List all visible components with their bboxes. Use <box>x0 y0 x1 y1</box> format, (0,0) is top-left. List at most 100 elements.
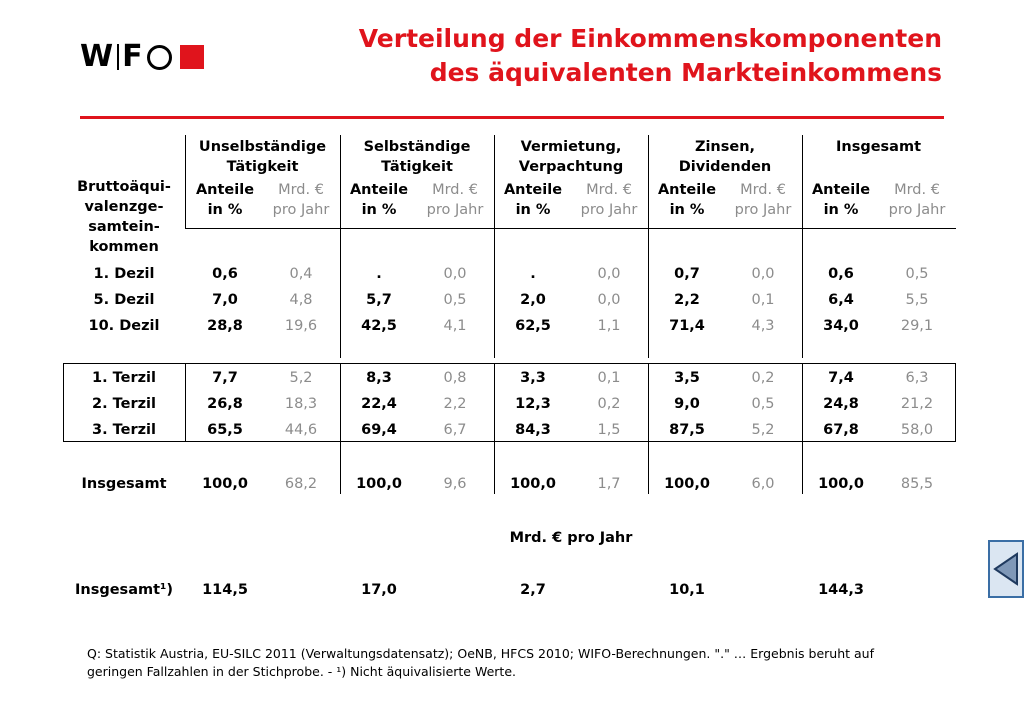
amount-mrd-cell: 0,2 <box>751 370 775 386</box>
grid-vline <box>494 441 495 494</box>
grid-vline <box>340 135 341 228</box>
sub-header-line: Mrd. € <box>740 182 786 198</box>
amount-mrd-cell: 5,2 <box>751 422 775 438</box>
share-percent-cell: 24,8 <box>823 396 859 412</box>
share-percent-cell: 100,0 <box>202 476 248 492</box>
title-underline <box>80 116 944 119</box>
sub-header-anteile: Anteile in % <box>344 180 414 220</box>
amount-mrd-cell: 0,0 <box>597 292 621 308</box>
grid-vline <box>802 441 803 494</box>
grid-vline <box>494 363 495 441</box>
share-percent-cell: 28,8 <box>207 318 243 334</box>
header-bottom-rule <box>185 228 956 229</box>
share-percent-cell: 8,3 <box>366 370 392 386</box>
sub-header-line: in % <box>207 202 243 218</box>
amount-mrd-cell: 0,5 <box>751 396 775 412</box>
grid-vline <box>802 228 803 358</box>
row-label: 3. Terzil <box>92 422 156 438</box>
sub-header-line: in % <box>669 202 705 218</box>
sub-header-anteile: Anteile in % <box>806 180 876 220</box>
amount-mrd-cell: 0,8 <box>443 370 467 386</box>
amount-mrd-cell: 9,6 <box>443 476 467 492</box>
sub-header-anteile: Anteile in % <box>190 180 260 220</box>
grid-vline <box>648 363 649 441</box>
amount-mrd-cell: 1,7 <box>597 476 621 492</box>
footnote-line: Q: Statistik Austria, EU-SILC 2011 (Verw… <box>87 646 874 661</box>
row-label: 2. Terzil <box>92 396 156 412</box>
group-header-line: Selbständige <box>363 139 471 155</box>
sub-header-mrd: Mrd. € pro Jahr <box>416 180 494 220</box>
group-header-line: Tätigkeit <box>381 159 453 175</box>
logo-letter-f: F <box>122 39 144 74</box>
amount-mrd-cell: 4,1 <box>443 318 467 334</box>
grid-vline <box>340 363 341 441</box>
logo-ring-icon <box>146 44 172 70</box>
sub-header-line: pro Jahr <box>888 202 946 218</box>
row-label: 1. Dezil <box>93 266 155 282</box>
share-percent-cell: 0,6 <box>212 266 238 282</box>
share-percent-cell: 100,0 <box>510 476 556 492</box>
share-percent-cell: 100,0 <box>664 476 710 492</box>
logo-square-icon <box>179 45 204 69</box>
total-value: 10,1 <box>669 582 705 598</box>
grid-vline <box>185 363 186 441</box>
amount-mrd-cell: 58,0 <box>900 422 934 438</box>
total-value: 114,5 <box>202 582 248 598</box>
sub-header-line: Mrd. € <box>586 182 632 198</box>
slide-title: Verteilung der Einkommenskomponenten des… <box>359 22 942 90</box>
grid-vline <box>648 135 649 228</box>
amount-mrd-cell: 85,5 <box>900 476 934 492</box>
group-header-unselbstaendig: Unselbständige Tätigkeit <box>185 137 340 177</box>
grid-vline <box>494 228 495 358</box>
amount-mrd-cell: 1,1 <box>597 318 621 334</box>
total-value: 17,0 <box>361 582 397 598</box>
terzil-right-rule <box>955 363 956 441</box>
share-percent-cell: 100,0 <box>356 476 402 492</box>
share-percent-cell: 7,0 <box>212 292 238 308</box>
amount-mrd-cell: 0,0 <box>443 266 467 282</box>
share-percent-cell: . <box>376 266 382 282</box>
amount-mrd-cell: 21,2 <box>900 396 934 412</box>
logo-separator <box>117 44 120 70</box>
amount-mrd-cell: 0,0 <box>597 266 621 282</box>
amount-mrd-cell: 0,5 <box>905 266 929 282</box>
group-header-line: Zinsen, <box>694 139 756 155</box>
sub-header-mrd: Mrd. € pro Jahr <box>724 180 802 220</box>
terzil-top-rule <box>63 363 956 364</box>
terzil-left-rule <box>63 363 64 441</box>
share-percent-cell: 26,8 <box>207 396 243 412</box>
sub-header-line: Mrd. € <box>894 182 940 198</box>
share-percent-cell: 62,5 <box>515 318 551 334</box>
wifo-logo: W F <box>80 42 204 72</box>
sub-header-anteile: Anteile in % <box>652 180 722 220</box>
amount-mrd-cell: 0,4 <box>289 266 313 282</box>
amount-mrd-cell: 6,0 <box>751 476 775 492</box>
amount-mrd-cell: 2,2 <box>443 396 467 412</box>
amount-mrd-cell: 18,3 <box>284 396 318 412</box>
share-percent-cell: 7,7 <box>212 370 238 386</box>
amount-mrd-cell: 0,1 <box>597 370 621 386</box>
group-header-line: Dividenden <box>678 159 772 175</box>
grid-vline <box>494 135 495 228</box>
sub-header-line: in % <box>515 202 551 218</box>
total-row-label: Insgesamt¹) <box>75 582 173 598</box>
sub-header-line: pro Jahr <box>272 202 330 218</box>
grid-vline <box>340 441 341 494</box>
sub-header-line: pro Jahr <box>734 202 792 218</box>
grid-vline <box>648 441 649 494</box>
share-percent-cell: 2,0 <box>520 292 546 308</box>
title-line-1: Verteilung der Einkommenskomponenten <box>358 24 942 53</box>
share-percent-cell: 0,7 <box>674 266 700 282</box>
sub-header-mrd: Mrd. € pro Jahr <box>570 180 648 220</box>
previous-slide-button[interactable] <box>988 540 1024 598</box>
sub-header-line: Anteile <box>503 182 563 198</box>
share-percent-cell: 7,4 <box>828 370 854 386</box>
share-percent-cell: 65,5 <box>207 422 243 438</box>
amount-mrd-cell: 29,1 <box>900 318 934 334</box>
row-header-line: samtein- <box>88 219 160 235</box>
sub-header-line: pro Jahr <box>580 202 638 218</box>
share-percent-cell: 2,2 <box>674 292 700 308</box>
group-header-selbstaendig: Selbständige Tätigkeit <box>340 137 494 177</box>
row-header-line: kommen <box>89 239 159 255</box>
share-percent-cell: 71,4 <box>669 318 705 334</box>
